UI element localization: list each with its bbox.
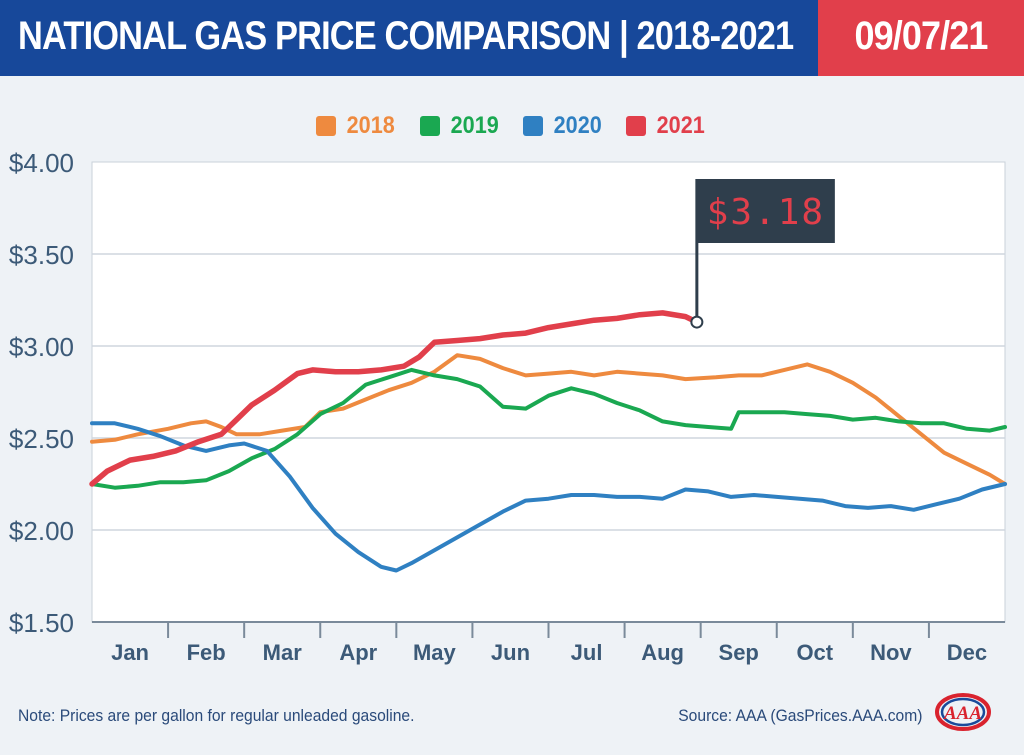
- legend-item-2021: 2021: [626, 112, 707, 140]
- legend-swatch-2021: [626, 116, 647, 136]
- legend-item-2018: 2018: [316, 112, 397, 140]
- x-tick-label: Aug: [641, 640, 684, 665]
- aaa-logo-text: AAA: [943, 703, 982, 724]
- y-tick-label: $3.00: [9, 332, 74, 362]
- series-line-2018: [90, 353, 1007, 486]
- x-tick-label: Dec: [947, 640, 987, 665]
- legend-swatch-2019: [419, 116, 440, 136]
- y-tick-label: $4.00: [9, 148, 74, 178]
- legend-label-2018: 2018: [346, 112, 395, 139]
- y-tick-label: $1.50: [9, 608, 74, 638]
- page-title: NATIONAL GAS PRICE COMPARISON | 2018-202…: [18, 14, 794, 58]
- callout-box: [696, 179, 835, 243]
- x-tick-label: Jul: [571, 640, 603, 665]
- aaa-logo: AAA: [935, 693, 991, 731]
- footnote: Note: Prices are per gallon for regular …: [18, 706, 415, 725]
- x-tick-label: Jun: [491, 640, 530, 665]
- series-line-2021: [89, 310, 700, 487]
- legend-label-2019: 2019: [450, 112, 499, 139]
- y-tick-label: $2.00: [9, 516, 74, 546]
- legend-item-2020: 2020: [523, 112, 604, 140]
- x-tick-label: Sep: [719, 640, 759, 665]
- y-tick-label: $3.50: [9, 240, 74, 270]
- x-tick-label: Oct: [796, 640, 833, 665]
- x-tick-label: May: [413, 640, 457, 665]
- y-tick-label: $2.50: [9, 424, 74, 454]
- x-tick-label: Jan: [111, 640, 149, 665]
- x-tick-label: Mar: [263, 640, 303, 665]
- legend-swatch-2018: [316, 116, 337, 136]
- date-badge: 09/07/21: [818, 0, 1024, 76]
- legend-label-2020: 2020: [553, 112, 602, 139]
- x-tick-label: Apr: [339, 640, 377, 665]
- series-line-2020: [90, 421, 1007, 573]
- header-bar: NATIONAL GAS PRICE COMPARISON | 2018-202…: [0, 0, 1024, 76]
- series-line-2019: [90, 367, 1007, 490]
- chart-legend: 2018 2019 2020 2021: [0, 112, 1024, 140]
- plot-area: [91, 161, 1006, 623]
- legend-swatch-2020: [523, 116, 543, 136]
- callout-endpoint-marker: [690, 315, 704, 329]
- source-note: Source: AAA (GasPrices.AAA.com): [677, 706, 922, 725]
- date-label: 09/07/21: [854, 14, 989, 58]
- legend-item-2019: 2019: [419, 112, 501, 140]
- x-tick-label: Nov: [870, 640, 912, 665]
- legend-label-2021: 2021: [657, 112, 706, 139]
- callout-price-label: $3.18: [707, 192, 825, 233]
- x-tick-label: Feb: [187, 640, 226, 665]
